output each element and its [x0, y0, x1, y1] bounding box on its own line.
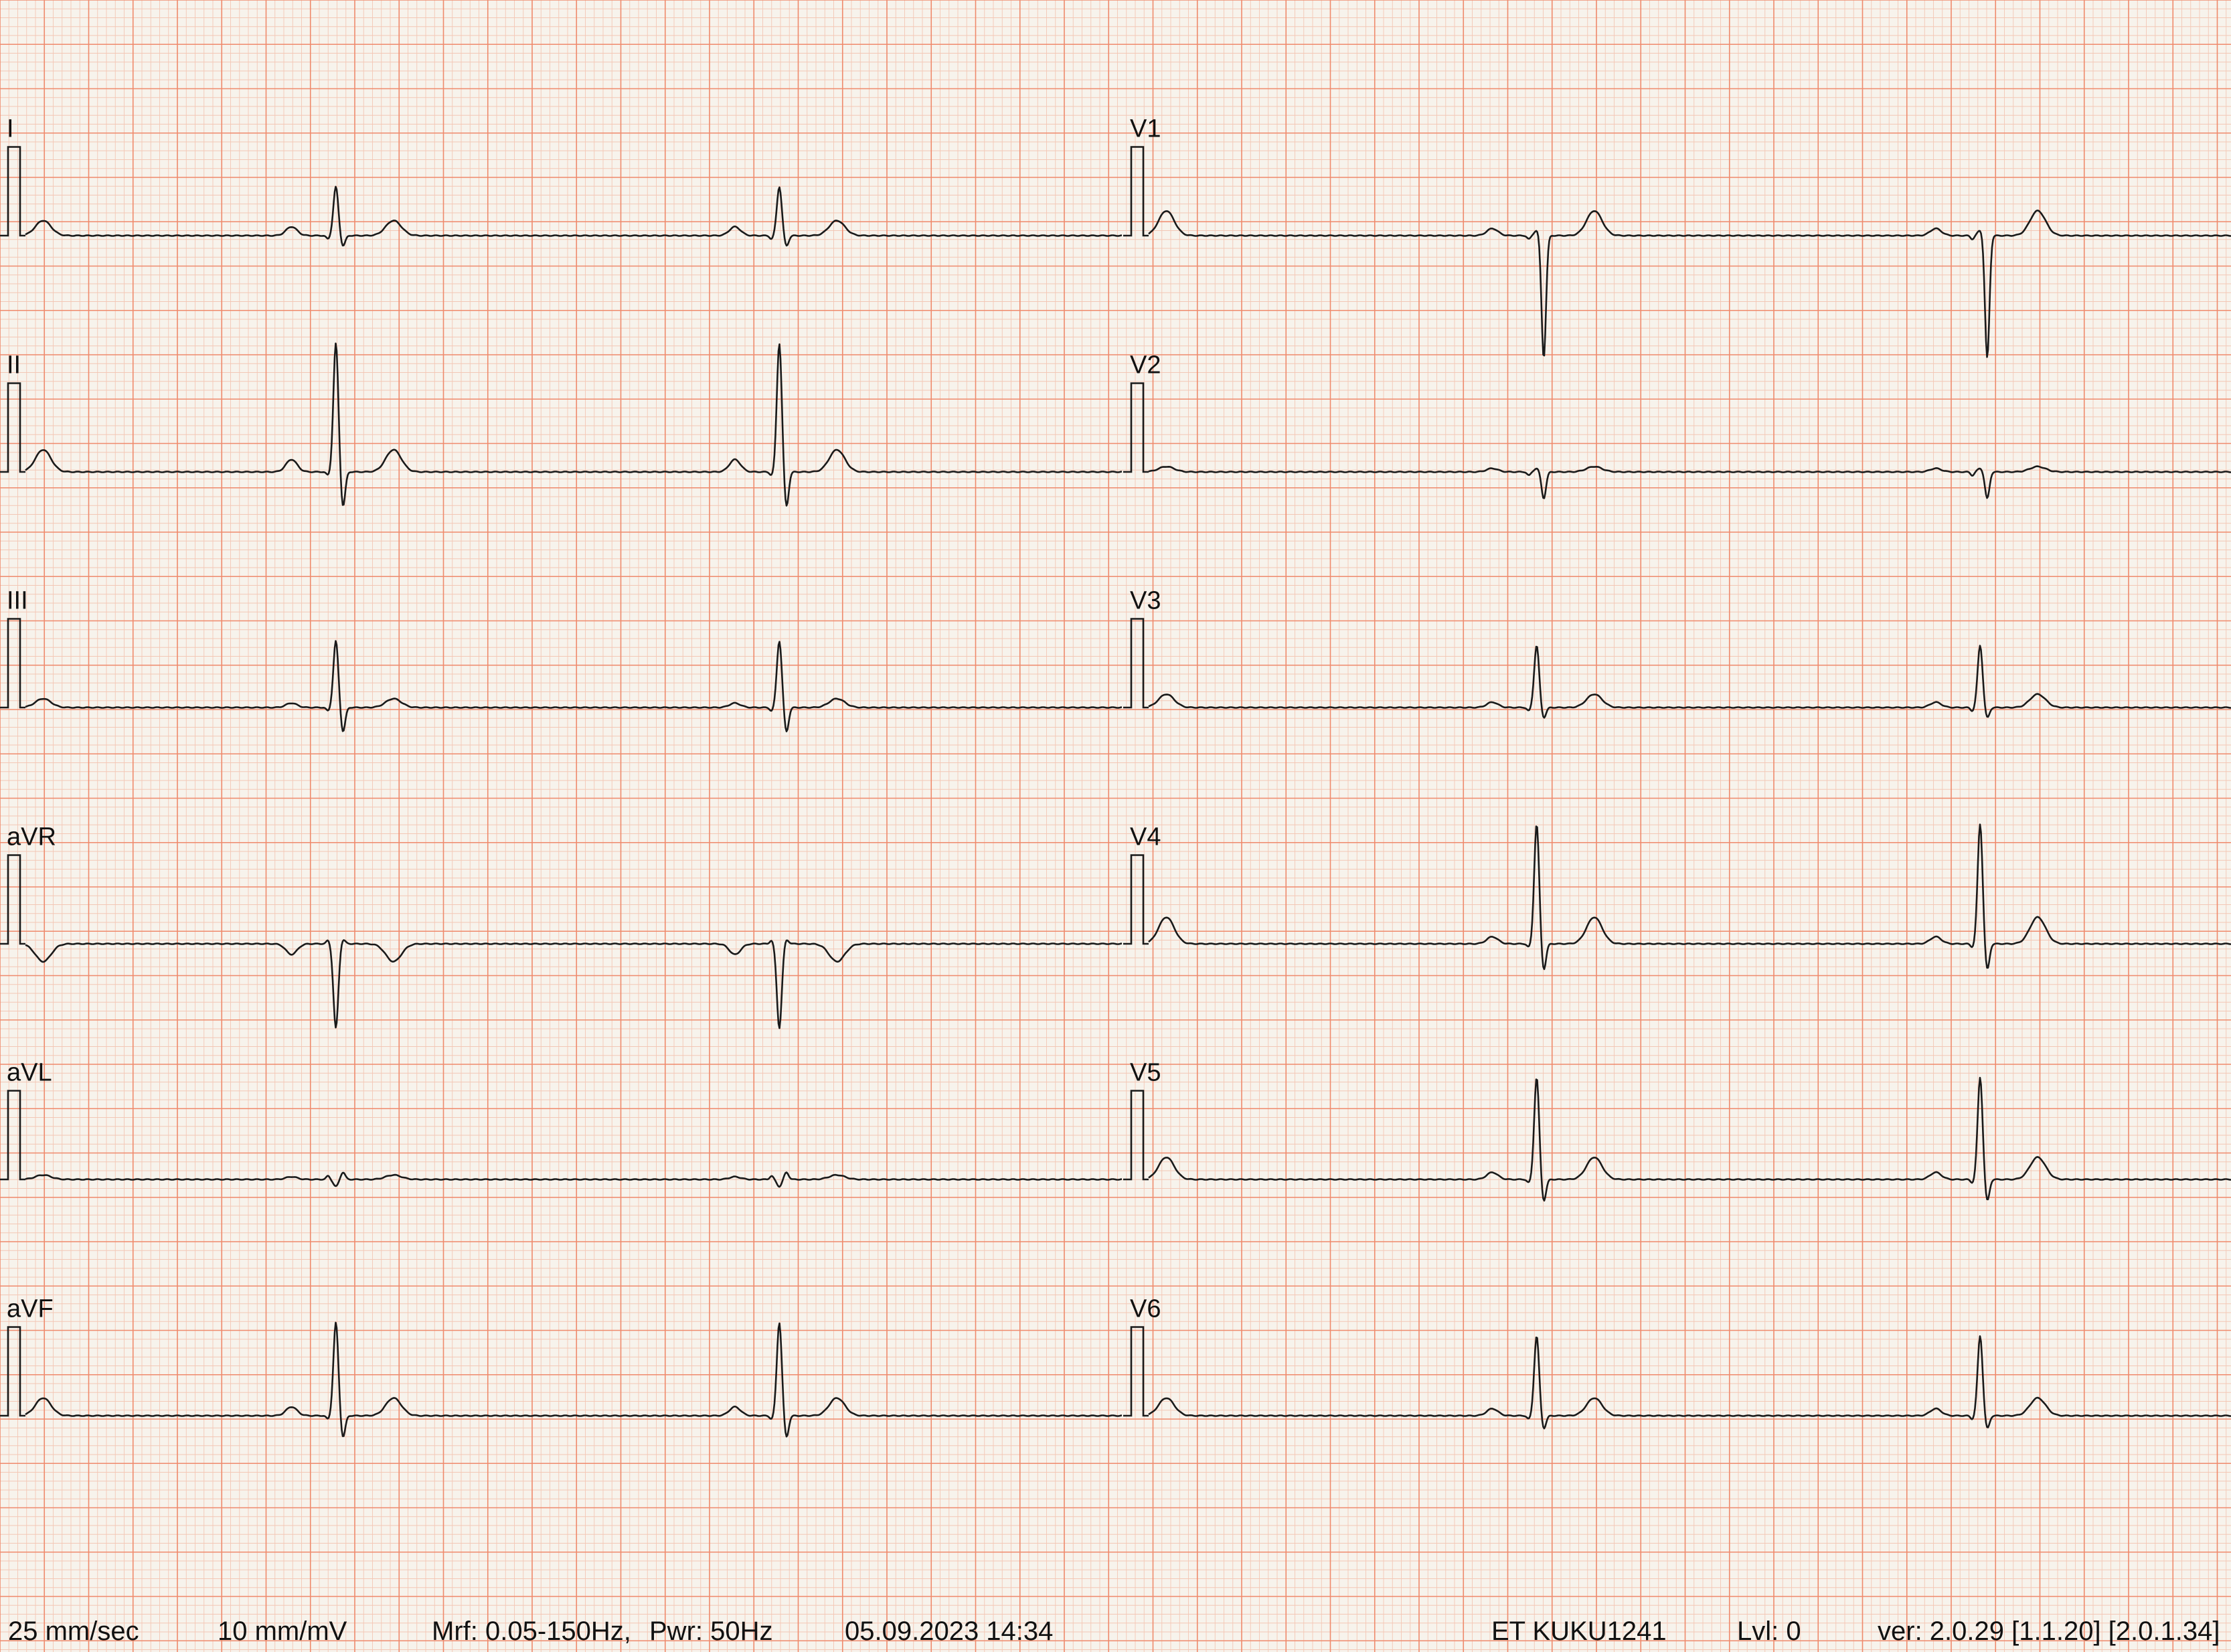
- calibration-pulse-V2: [1123, 382, 1149, 473]
- trace-II: [25, 342, 1123, 507]
- footer: 25 mm/sec 10 mm/mV Mrf: 0.05-150Hz, Pwr:…: [8, 1617, 2220, 1646]
- version-label: ver: 2.0.29 [1.1.20] [2.0.1.34]: [1878, 1617, 2220, 1646]
- lead-label-V3: V3: [1130, 587, 1161, 615]
- trace-V4: [1148, 823, 2231, 971]
- calibration-pulse-aVR: [0, 854, 25, 945]
- trace-V5: [1148, 1076, 2231, 1202]
- lead-label-III: III: [7, 587, 28, 615]
- lead-label-V2: V2: [1130, 351, 1161, 380]
- lead-label-aVR: aVR: [7, 823, 56, 851]
- calibration-pulse-V1: [1123, 146, 1149, 237]
- trace-V3: [1148, 645, 2231, 719]
- trace-V2: [1148, 465, 2231, 499]
- level-label: Lvl: 0: [1737, 1617, 1801, 1646]
- calibration-pulse-V4: [1123, 854, 1149, 945]
- lead-label-V5: V5: [1130, 1059, 1161, 1087]
- calibration-pulse-aVL: [0, 1090, 25, 1181]
- filter-label: Mrf: 0.05-150Hz,: [432, 1617, 631, 1646]
- datetime-label: 05.09.2023 14:34: [845, 1617, 1053, 1646]
- lead-label-II: II: [7, 351, 21, 380]
- device-label: ET KUKU1241: [1491, 1617, 1667, 1646]
- trace-V1: [1148, 210, 2231, 358]
- lead-label-V6: V6: [1130, 1295, 1161, 1323]
- calibration-pulse-V6: [1123, 1326, 1149, 1417]
- lead-label-aVF: aVF: [7, 1295, 54, 1323]
- lead-label-V4: V4: [1130, 823, 1161, 851]
- calibration-pulse-aVF: [0, 1326, 25, 1417]
- calibration-pulse-I: [0, 146, 25, 237]
- trace-aVR: [25, 939, 1123, 1029]
- lead-label-V1: V1: [1130, 115, 1161, 143]
- trace-I: [25, 185, 1123, 247]
- power-label: Pwr: 50Hz: [649, 1617, 773, 1646]
- paper-speed-label: 25 mm/sec: [8, 1617, 139, 1646]
- trace-aVL: [25, 1171, 1123, 1188]
- calibration-pulse-V3: [1123, 618, 1149, 709]
- calibration-pulse-V5: [1123, 1090, 1149, 1181]
- calibration-pulse-II: [0, 382, 25, 473]
- trace-aVF: [25, 1321, 1123, 1438]
- calibration-pulse-III: [0, 618, 25, 709]
- ecg-traces: [0, 146, 2231, 1438]
- lead-label-aVL: aVL: [7, 1059, 52, 1087]
- lead-label-I: I: [7, 115, 14, 143]
- gain-label: 10 mm/mV: [218, 1617, 347, 1646]
- trace-V6: [1148, 1335, 2231, 1430]
- trace-III: [25, 640, 1123, 732]
